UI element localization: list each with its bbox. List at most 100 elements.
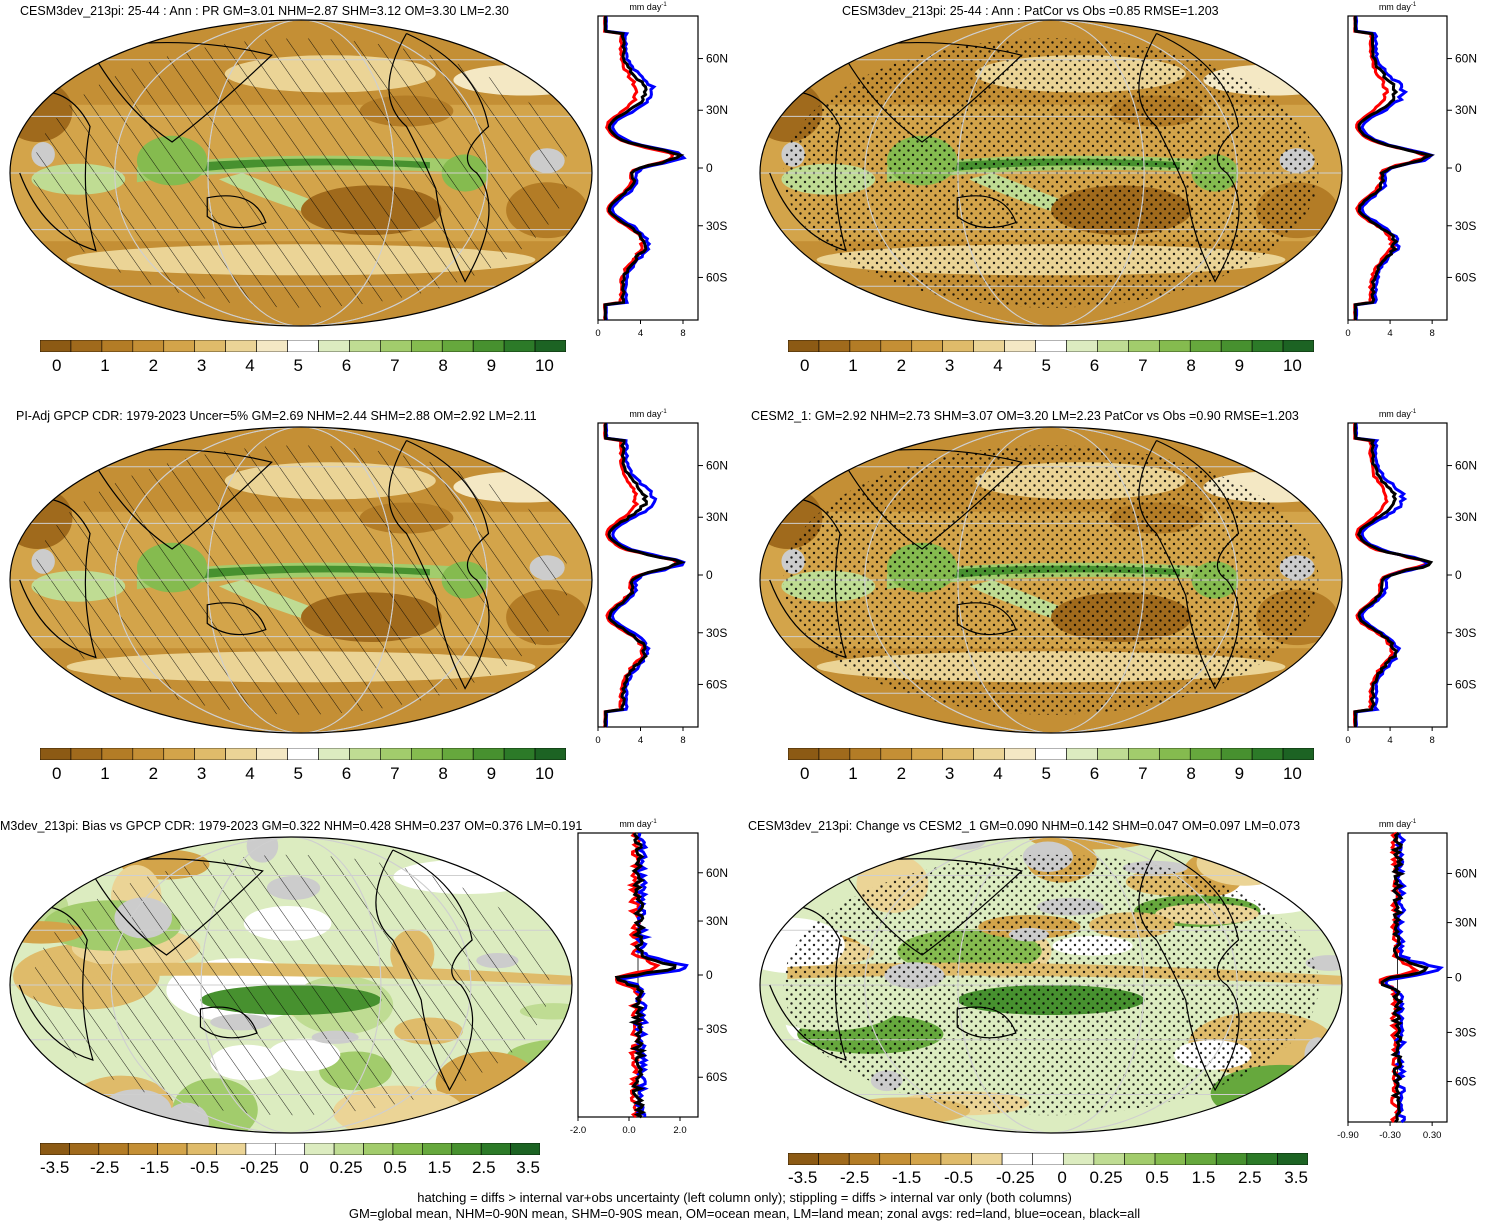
colorbar-swatch xyxy=(1158,748,1191,760)
colorbar-swatch xyxy=(101,340,134,352)
colorbar-tick-label: 7 xyxy=(390,764,400,783)
zonal-frame xyxy=(597,422,699,728)
zonal-all-line xyxy=(603,15,685,321)
colorbar-tick-label: 2.5 xyxy=(1237,1168,1262,1187)
colorbar-swatch xyxy=(472,748,505,760)
colorbar-tick-label: -0.5 xyxy=(189,1158,220,1177)
colorbar-swatch xyxy=(1035,340,1067,352)
colorbar-labels: 0 1 2 3 4 5 6 7 8 9 10 xyxy=(800,764,1302,784)
colorbar-tick-label: 1.5 xyxy=(1191,1168,1216,1187)
colorbar-tick-label: 6 xyxy=(341,764,352,783)
colorbar xyxy=(788,748,1314,760)
colorbar-swatch xyxy=(69,1143,100,1155)
colorbar-tick-label: 3.5 xyxy=(1284,1168,1308,1187)
panel-title: CESM3dev_213pi: 25-44 : Ann : PatCor vs … xyxy=(842,4,1219,18)
colorbar-swatch xyxy=(349,340,381,352)
colorbar-tick-label: 0.5 xyxy=(1145,1168,1169,1187)
colorbar-swatch xyxy=(1062,1153,1095,1165)
zonal-lat-label: 60N xyxy=(706,52,728,66)
colorbar-swatch xyxy=(1066,748,1098,760)
colorbar-tick-label: 9 xyxy=(486,764,497,783)
caption-line-1: hatching = diffs > internal var+obs unce… xyxy=(417,1190,1072,1205)
colorbar-swatch xyxy=(480,1143,511,1155)
zonal-lat-label: 60N xyxy=(706,459,728,473)
colorbar-swatch xyxy=(503,748,536,760)
colorbar-swatch xyxy=(318,340,350,352)
map-outline xyxy=(9,19,593,327)
colorbar-swatch xyxy=(879,1153,911,1165)
colorbar-tick-label: 0 xyxy=(299,1158,309,1177)
zonal-lat-label: 60N xyxy=(1455,866,1477,880)
zonal-x-tick-label: 2.0 xyxy=(673,1125,686,1136)
map-outline xyxy=(759,19,1343,327)
colorbar-swatch xyxy=(132,340,165,352)
colorbar-swatch xyxy=(503,340,536,352)
zonal-lat-label: 30S xyxy=(706,219,727,233)
colorbar-swatch xyxy=(441,340,474,352)
panel-title: CESM3dev_213pi: Change vs CESM2_1 GM=0.0… xyxy=(748,819,1301,833)
panel-change: CESM3dev_213pi: Change vs CESM2_1 GM=0.0… xyxy=(745,815,1489,1190)
map-outline xyxy=(759,836,1343,1134)
panel-observations: PI-Adj GPCP CDR: 1979-2023 Uncer=5% GM=2… xyxy=(0,405,745,800)
zonal-average-plot: mm day-1 60N 30N 0 30S 60S 0 4 8 xyxy=(1345,409,1477,746)
map-observations xyxy=(9,426,593,734)
colorbar-tick-label: 10 xyxy=(1282,356,1302,375)
colorbar-swatch xyxy=(225,340,257,352)
colorbar-swatch xyxy=(1282,340,1314,352)
map-change xyxy=(759,836,1343,1134)
colorbar-swatch xyxy=(818,1153,850,1165)
colorbar-tick-label: 0 xyxy=(1057,1168,1067,1187)
colorbar-tick-label: 2 xyxy=(148,764,159,783)
colorbar-tick-label: 5 xyxy=(1041,764,1051,783)
colorbar-swatch xyxy=(848,1153,881,1165)
colorbar-swatch xyxy=(1251,748,1284,760)
zonal-unit-label: mm day-1 xyxy=(1379,409,1417,419)
colorbar-swatch xyxy=(911,340,944,352)
colorbar-tick-label: 3 xyxy=(944,764,955,783)
colorbar-swatch xyxy=(1001,1153,1034,1165)
colorbar-tick-label: 7 xyxy=(1138,764,1148,783)
colorbar-tick-label: 7 xyxy=(390,356,400,375)
colorbar-swatch xyxy=(880,748,913,760)
zonal-average-plot: mm day-1 60N 30N 0 30S 60S 0 4 8 xyxy=(1345,2,1477,339)
colorbar-swatch xyxy=(40,1143,70,1155)
colorbar-tick-label: 1 xyxy=(100,356,110,375)
colorbar-tick-label: 3 xyxy=(196,764,207,783)
colorbar-tick-label: 9 xyxy=(1234,764,1245,783)
colorbar-swatch xyxy=(304,1143,335,1155)
caption-line-2: GM=global mean, NHM=0-90N mean, SHM=0-90… xyxy=(348,1206,1141,1221)
colorbar-swatch xyxy=(101,748,134,760)
colorbar-tick-label: 4 xyxy=(245,356,255,375)
colorbar-swatch xyxy=(422,1143,453,1155)
colorbar-tick-label: 4 xyxy=(993,764,1003,783)
map-cesm2 xyxy=(759,426,1343,734)
zonal-x-tick-label: 4 xyxy=(638,328,643,339)
colorbar-swatch xyxy=(194,340,226,352)
zonal-lat-label: 30N xyxy=(1455,103,1477,117)
colorbar-tick-label: 2.5 xyxy=(471,1158,496,1177)
colorbar-tick-label: 9 xyxy=(1234,356,1245,375)
colorbar-swatch xyxy=(849,748,882,760)
colorbar-swatch xyxy=(1189,748,1222,760)
colorbar-change xyxy=(788,1153,1308,1165)
map-model-mean xyxy=(9,19,593,327)
colorbar-tick-label: 6 xyxy=(1089,764,1100,783)
colorbar-swatch xyxy=(70,340,103,352)
colorbar-swatch xyxy=(1004,340,1036,352)
zonal-lat-label: 60S xyxy=(706,270,727,284)
zonal-x-tick-label: 0 xyxy=(595,328,600,339)
colorbar-swatch xyxy=(973,340,1005,352)
colorbar-swatch xyxy=(910,1153,942,1165)
colorbar-tick-label: 10 xyxy=(534,356,554,375)
colorbar-swatch xyxy=(1066,340,1098,352)
colorbar-tick-label: 0 xyxy=(52,764,62,783)
colorbar-swatch xyxy=(256,748,288,760)
zonal-ocean-line xyxy=(1384,832,1444,1124)
zonal-x-tick-label: -0.90 xyxy=(1337,1130,1359,1141)
panel-title: CESM3dev_213pi: 25-44 : Ann : PR GM=3.01… xyxy=(20,4,509,18)
panel-model-vs-obs: CESM3dev_213pi: 25-44 : Ann : PatCor vs … xyxy=(745,0,1489,395)
colorbar xyxy=(40,340,566,352)
colorbar-swatch xyxy=(392,1143,423,1155)
colorbar-swatch xyxy=(451,1143,482,1155)
colorbar-tick-label: 10 xyxy=(1282,764,1302,783)
